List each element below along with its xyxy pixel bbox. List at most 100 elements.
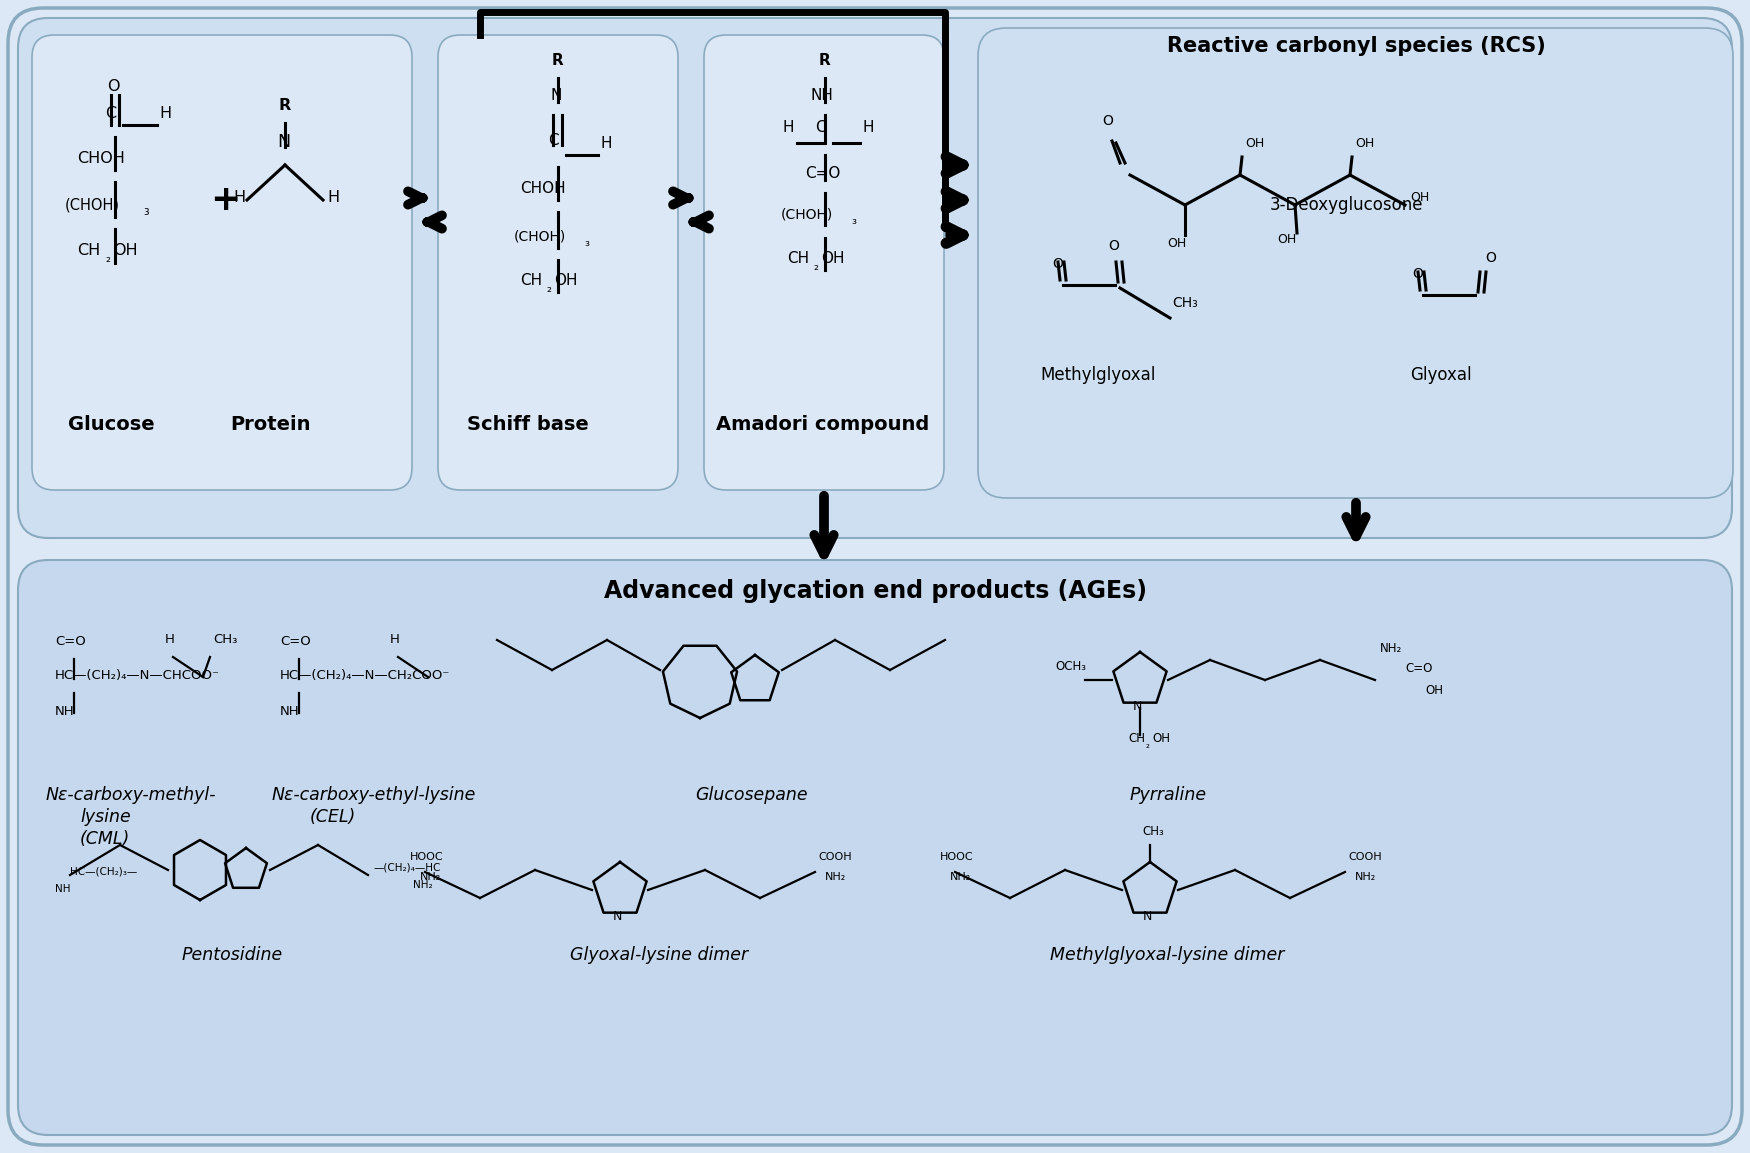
- Text: O: O: [1412, 267, 1423, 281]
- Text: ₃: ₃: [584, 236, 590, 249]
- FancyBboxPatch shape: [18, 18, 1732, 538]
- Text: O: O: [1102, 114, 1113, 128]
- Text: COOH: COOH: [817, 852, 852, 862]
- Text: NH₂: NH₂: [1381, 642, 1402, 655]
- Text: (CHOH): (CHOH): [65, 198, 121, 213]
- Text: CH: CH: [520, 273, 542, 288]
- Text: Nε-carboxy-methyl-: Nε-carboxy-methyl-: [46, 786, 217, 804]
- Text: CHOH: CHOH: [520, 181, 565, 196]
- Text: NH₂: NH₂: [413, 880, 432, 890]
- Text: H: H: [327, 190, 340, 205]
- Text: —(CH₂)₄—HC: —(CH₂)₄—HC: [373, 862, 441, 872]
- Text: Glucosepane: Glucosepane: [695, 786, 808, 804]
- Text: HC—(CH₂)₄—N—CHCOO⁻: HC—(CH₂)₄—N—CHCOO⁻: [54, 669, 220, 683]
- FancyBboxPatch shape: [18, 560, 1732, 1135]
- FancyBboxPatch shape: [31, 35, 411, 490]
- Text: Advanced glycation end products (AGEs): Advanced glycation end products (AGEs): [604, 579, 1146, 603]
- Text: OH: OH: [1424, 684, 1444, 698]
- Text: R: R: [551, 53, 564, 68]
- Text: 3-Deoxyglucosone: 3-Deoxyglucosone: [1270, 196, 1423, 214]
- Text: Methylglyoxal-lysine dimer: Methylglyoxal-lysine dimer: [1050, 945, 1284, 964]
- Text: Pentosidine: Pentosidine: [182, 945, 284, 964]
- Text: N: N: [550, 88, 562, 103]
- Text: Schiff base: Schiff base: [467, 415, 588, 434]
- Text: OH: OH: [1410, 191, 1430, 204]
- Text: HC—(CH₂)₄—N—CH₂COO⁻: HC—(CH₂)₄—N—CH₂COO⁻: [280, 669, 450, 683]
- Text: (CHOH): (CHOH): [514, 229, 567, 243]
- FancyBboxPatch shape: [9, 8, 1741, 1145]
- Text: (CHOH): (CHOH): [780, 208, 833, 221]
- Text: H: H: [159, 106, 172, 121]
- Text: Pyrraline: Pyrraline: [1130, 786, 1207, 804]
- Text: Glucose: Glucose: [68, 415, 154, 434]
- Text: HOOC: HOOC: [940, 852, 973, 862]
- Text: C=O: C=O: [1405, 662, 1433, 675]
- Text: C=O: C=O: [280, 635, 312, 648]
- Text: C=O: C=O: [54, 635, 86, 648]
- Text: Glyoxal-lysine dimer: Glyoxal-lysine dimer: [570, 945, 749, 964]
- Text: HOOC: HOOC: [410, 852, 444, 862]
- Text: ₂: ₂: [814, 259, 817, 273]
- Text: OH: OH: [1167, 238, 1186, 250]
- Text: ₂: ₂: [1146, 740, 1150, 749]
- Text: H: H: [600, 136, 611, 151]
- FancyBboxPatch shape: [704, 35, 943, 490]
- Text: O: O: [1486, 251, 1496, 265]
- FancyBboxPatch shape: [438, 35, 677, 490]
- Text: ₂: ₂: [546, 282, 551, 295]
- Text: OH: OH: [555, 273, 578, 288]
- Text: R: R: [819, 53, 831, 68]
- Text: Glyoxal: Glyoxal: [1410, 366, 1472, 384]
- Text: OH: OH: [114, 243, 138, 258]
- Text: OH: OH: [1244, 137, 1264, 150]
- Text: HC—(CH₂)₃—: HC—(CH₂)₃—: [70, 867, 136, 877]
- Text: CH₃: CH₃: [214, 633, 238, 646]
- Text: Amadori compound: Amadori compound: [716, 415, 929, 434]
- Text: NH: NH: [54, 884, 70, 894]
- FancyBboxPatch shape: [978, 28, 1732, 498]
- Text: C: C: [548, 133, 558, 148]
- Text: OH: OH: [1278, 233, 1297, 246]
- Text: N: N: [1132, 700, 1143, 713]
- Text: O: O: [107, 80, 119, 95]
- Text: N: N: [276, 133, 290, 151]
- Text: ₂: ₂: [105, 253, 110, 265]
- Text: NH₂: NH₂: [420, 872, 441, 882]
- Text: C: C: [105, 106, 116, 121]
- Text: Protein: Protein: [229, 415, 310, 434]
- Text: Nε-carboxy-ethyl-lysine: Nε-carboxy-ethyl-lysine: [271, 786, 476, 804]
- Text: Methylglyoxal: Methylglyoxal: [1040, 366, 1155, 384]
- Text: H: H: [390, 633, 399, 646]
- Text: H: H: [164, 633, 175, 646]
- Text: NH₂: NH₂: [1354, 872, 1376, 882]
- Text: R: R: [278, 98, 290, 113]
- Text: CH₃: CH₃: [1143, 826, 1164, 838]
- Text: C: C: [816, 120, 826, 135]
- Text: ₃: ₃: [850, 214, 856, 227]
- Text: NH: NH: [54, 704, 75, 718]
- Text: NH₂: NH₂: [824, 872, 847, 882]
- Text: COOH: COOH: [1348, 852, 1382, 862]
- Text: CHOH: CHOH: [77, 151, 124, 166]
- Text: Reactive carbonyl species (RCS): Reactive carbonyl species (RCS): [1167, 36, 1545, 56]
- Text: C=O: C=O: [805, 166, 840, 181]
- Text: O: O: [1052, 257, 1062, 271]
- Text: +: +: [210, 183, 240, 217]
- Text: OH: OH: [1354, 137, 1374, 150]
- Text: CH₃: CH₃: [1172, 296, 1197, 310]
- Text: H: H: [782, 120, 794, 135]
- Text: OCH₃: OCH₃: [1055, 660, 1087, 673]
- Text: O: O: [1108, 239, 1118, 253]
- Text: OH: OH: [821, 251, 845, 266]
- Text: OH: OH: [1152, 732, 1171, 745]
- Text: N: N: [612, 910, 623, 924]
- Text: CH: CH: [788, 251, 808, 266]
- Text: H: H: [233, 190, 245, 205]
- Text: NH: NH: [280, 704, 299, 718]
- Text: lysine: lysine: [80, 808, 131, 826]
- Text: ₃: ₃: [144, 204, 149, 218]
- Text: CH: CH: [1129, 732, 1144, 745]
- Text: (CML): (CML): [80, 830, 130, 847]
- Text: H: H: [863, 120, 873, 135]
- Text: N: N: [1143, 910, 1153, 924]
